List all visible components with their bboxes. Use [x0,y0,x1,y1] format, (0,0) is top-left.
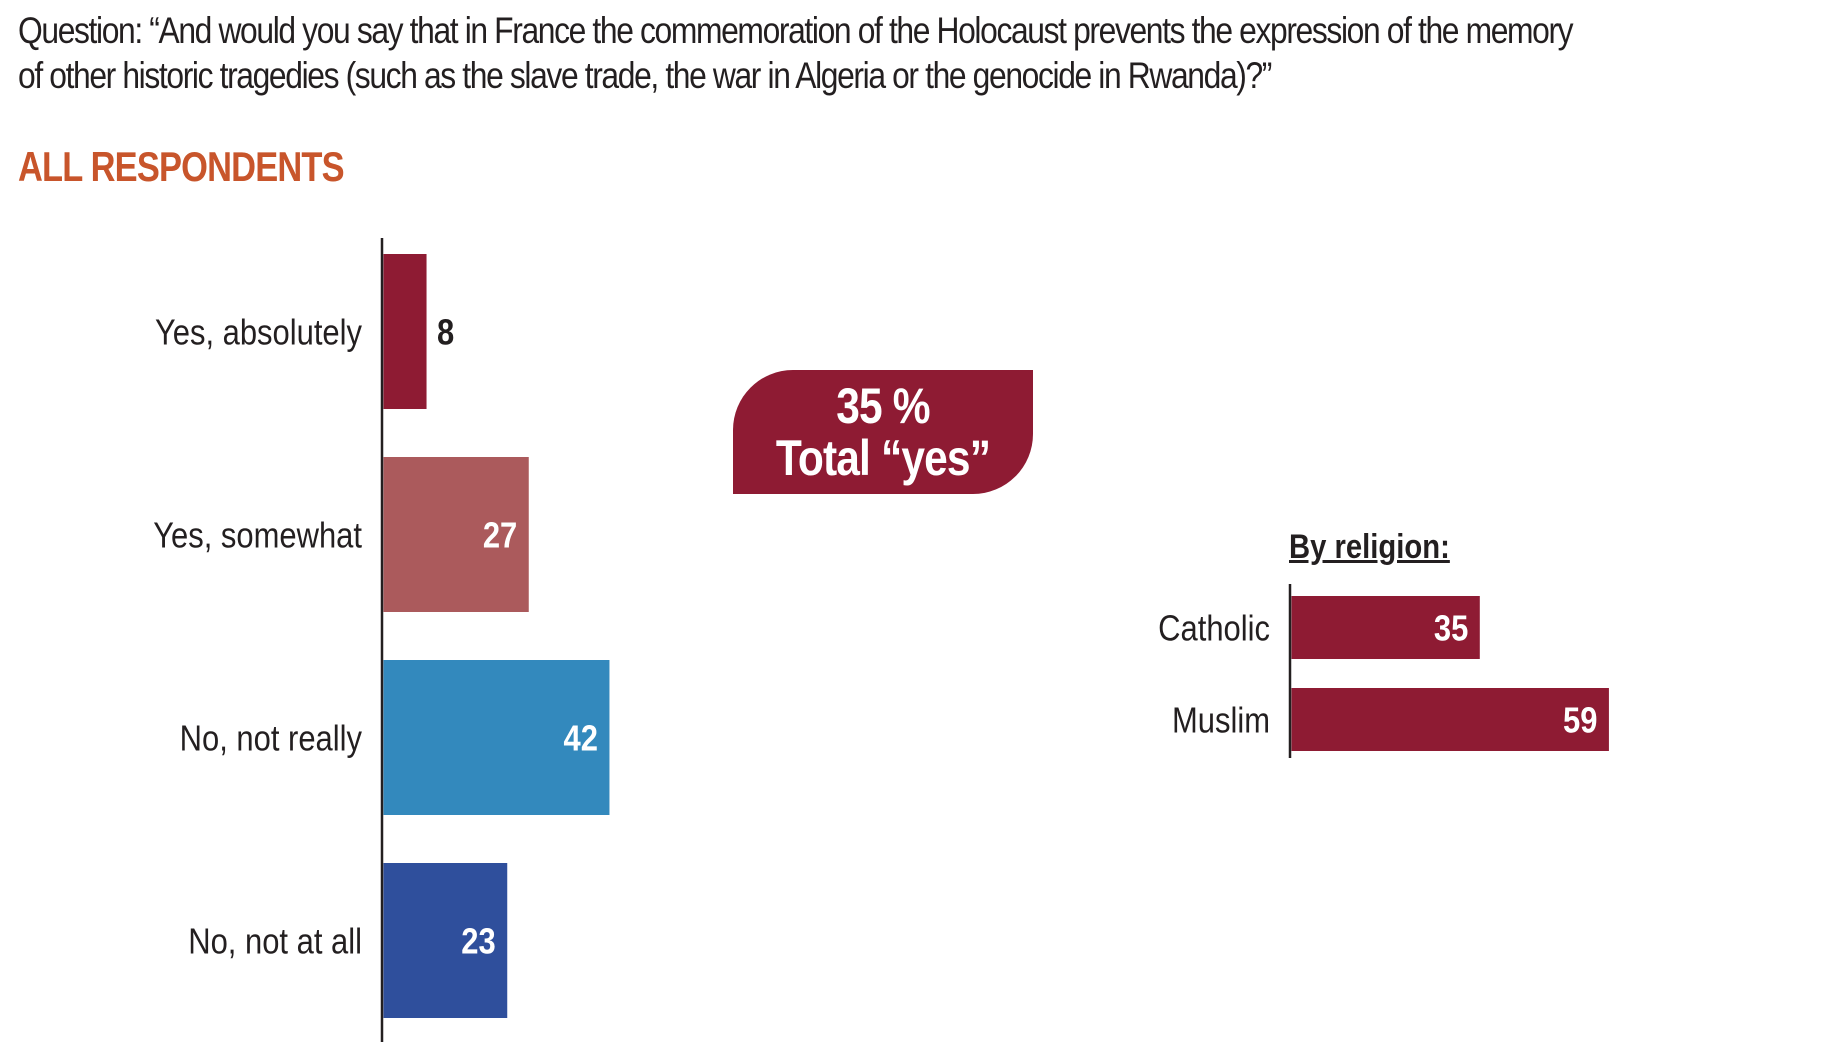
main-value-label: 23 [461,922,495,962]
total-yes-label: Total “yes” [775,430,991,486]
religion-bar-catholic [1291,596,1480,659]
question-line-1: Question: “And would you say that in Fra… [18,10,1574,51]
religion-bar-muslim [1291,688,1609,751]
main-bar-chart: Yes, absolutely 8 Yes, somewhat 27 No, not r… [153,238,610,1042]
religion-category-label: Muslim [1172,701,1270,741]
section-title: ALL RESPONDENTS [18,143,345,190]
question-text: Question: “And would you say that in Fra… [18,8,1592,98]
main-category-label: No, not at all [188,922,362,962]
main-value-label: 27 [483,516,517,556]
religion-category-label: Catholic [1158,609,1270,649]
religion-value-label: 35 [1434,609,1468,649]
total-yes-callout: 35 % Total “yes” [733,370,1033,494]
main-bar-no-not-at-all [383,863,508,1018]
religion-value-label: 59 [1563,701,1597,741]
main-bar-no-not-really [383,660,610,815]
main-value-label: 8 [437,313,454,353]
main-bar-yes-somewhat [383,457,529,612]
main-category-label: Yes, absolutely [155,313,362,353]
main-category-label: Yes, somewhat [153,516,362,556]
question-line-2: of other historic tragedies (such as the… [18,55,1272,96]
total-yes-percent: 35 % [836,378,930,434]
main-bar-yes-absolutely [383,254,427,409]
main-category-label: No, not really [180,719,363,759]
religion-bar-chart: Catholic 35 Muslim 59 [1158,584,1609,758]
by-religion-heading: By religion: [1289,528,1450,566]
main-value-label: 42 [564,719,598,759]
